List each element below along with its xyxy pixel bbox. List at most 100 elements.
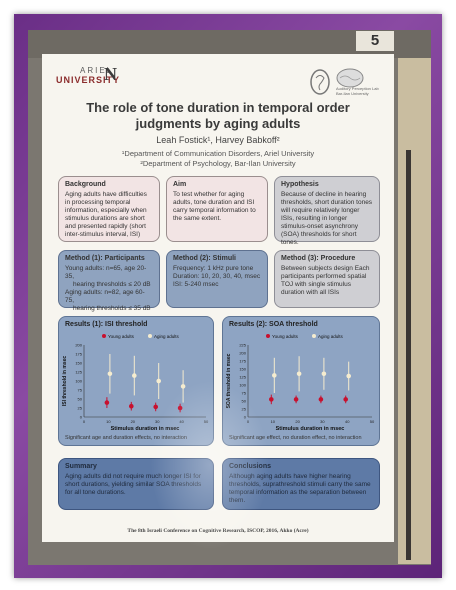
isi-threshold-chart: 0 25 50 75 100 125 150 175 200 0 10 20 30 40 50 Stimulu… [62,334,209,432]
lab-logo-text: Auditory Perception Lab Bar-Ilan Univers… [336,86,379,96]
legend-young-marker [266,334,270,338]
conclusions-box: Conclusions Although aging adults have h… [222,458,380,510]
hypothesis-text: Because of decline in hearing thresholds… [281,191,373,246]
affiliation-1: ¹Department of Communication Disorders, … [121,149,315,158]
data-point [132,373,137,378]
y-tick-label: 0 [80,415,83,420]
method2-line2: Duration: 10, 20, 30, 40, msec [173,273,261,280]
data-point [321,371,327,377]
summary-box: Summary Aging adults did not require muc… [58,458,214,510]
data-point [177,405,183,411]
summary-heading: Summary [65,463,97,470]
title-line-2: judgments by aging adults [135,116,301,131]
conclusions-text: Although aging adults have higher hearin… [229,473,371,504]
data-point [293,397,299,402]
hypothesis-box: Hypothesis Because of decline in hearing… [274,176,380,246]
method2-heading: Method (2): Stimuli [173,255,236,262]
method3-text: Between subjects design Each participant… [281,265,370,296]
method1-line1: Young adults: n=65, age 20-35, [65,265,147,280]
summary-text: Aging adults did not require much longer… [65,473,202,496]
x-tick-label: 10 [106,419,111,424]
data-point [269,397,274,402]
results2-note: Significant age effect, no duration effe… [229,435,362,441]
conclusions-heading: Conclusions [229,463,272,470]
y-tick-label: 100 [239,383,246,388]
legend-aging-marker [148,334,152,338]
method1-heading: Method (1): Participants [65,255,145,262]
x-tick-label: 50 [204,419,209,424]
adjacent-poster [398,58,431,564]
method-stimuli-box: Method (2): Stimuli Frequency: 1 kHz pur… [166,250,268,308]
y-tick-label: 200 [75,343,82,348]
logo-line2: UNIVERSITY [56,75,121,85]
results1-panel: Results (1): ISI threshold 0 25 50 75 100 125… [58,316,214,446]
board-rod [406,150,411,560]
y-axis-label: ISI threshold in msec [62,356,68,407]
x-axis-label: Stimulus duration in msec [276,426,345,432]
y-tick-label: 25 [78,406,83,411]
soa-threshold-chart: 0 25 50 75 100 125 150 175 200 225 0 10 20 30 40 50 Stim… [226,334,375,432]
ariel-n-mark-icon: N [104,64,117,84]
data-point [153,404,158,410]
y-tick-label: 75 [242,391,247,396]
y-tick-label: 25 [242,407,247,412]
data-point [104,400,110,405]
y-tick-label: 125 [75,370,82,375]
method1-line4: hearing thresholds ≤ 35 dB [73,305,151,312]
plot-area [248,345,372,417]
conference-footer: The 8th Israeli Conference on Cognitive … [127,528,309,534]
legend-aging-label: Aging adults [318,334,344,339]
x-tick-label: 40 [179,419,184,424]
plot-area [84,345,206,417]
aim-heading: Aim [173,181,187,188]
data-point [318,397,324,402]
x-axis-label: Stimulus duration in msec [111,426,180,432]
affiliation-2: ²Department of Psychology, Bar-Ilan Univ… [140,159,296,168]
ear-brain-icon [310,68,364,95]
data-point [296,371,302,377]
aim-text: To test whether for aging adults, tone d… [173,191,256,222]
authors: Leah Fostick¹, Harvey Babkoff² [156,135,280,145]
lab-logo: Auditory Perception Lab Bar-Ilan Univers… [306,66,382,100]
legend-aging-marker [312,334,316,338]
y-tick-label: 150 [75,361,82,366]
legend-young-label: Young adults [272,334,299,339]
poster-title: The role of tone duration in temporal or… [72,100,364,132]
ariel-university-logo: ARIEL UNIVERSITY [56,66,136,92]
x-tick-label: 10 [271,419,276,424]
y-tick-label: 150 [239,367,246,372]
method-procedure-box: Method (3): Procedure Between subjects d… [274,250,380,308]
title-line-1: The role of tone duration in temporal or… [86,100,350,115]
x-tick-label: 40 [345,419,350,424]
x-tick-label: 30 [155,419,160,424]
x-tick-label: 0 [83,419,86,424]
background-heading: Background [65,181,106,188]
method2-line3: ISI: 5-240 msec [173,281,219,288]
data-point [343,397,348,402]
data-point [180,384,186,389]
results2-panel: Results (2): SOA threshold 0 25 50 75 100 125… [222,316,380,446]
legend-young-marker [102,334,106,338]
logo-line1: ARIEL [80,66,114,75]
poster: ARIEL UNIVERSITY N Auditory Perception L… [42,54,394,542]
results2-heading: Results (2): SOA threshold [229,321,318,328]
method1-line3: Aging adults: n=82, age 60-75, [65,289,145,304]
y-tick-label: 225 [239,343,246,348]
method1-line2: hearing thresholds ≤ 20 dB [73,281,151,288]
data-point [107,371,113,377]
board-number-tag: 5 [356,31,394,51]
y-tick-label: 50 [242,399,247,404]
hypothesis-heading: Hypothesis [281,181,319,188]
x-tick-label: 20 [131,419,136,424]
y-tick-label: 75 [78,388,83,393]
y-axis-label: SOA threshold in msec [226,353,232,408]
method3-heading: Method (3): Procedure [281,255,356,262]
y-tick-label: 50 [78,397,83,402]
background-box: Background Aging adults have difficultie… [58,176,160,242]
legend-young-label: Young adults [108,334,135,339]
background-text: Aging adults have difficulties in proces… [65,191,147,238]
y-tick-label: 100 [75,379,82,384]
y-tick-label: 0 [244,415,247,420]
x-tick-label: 30 [320,419,325,424]
